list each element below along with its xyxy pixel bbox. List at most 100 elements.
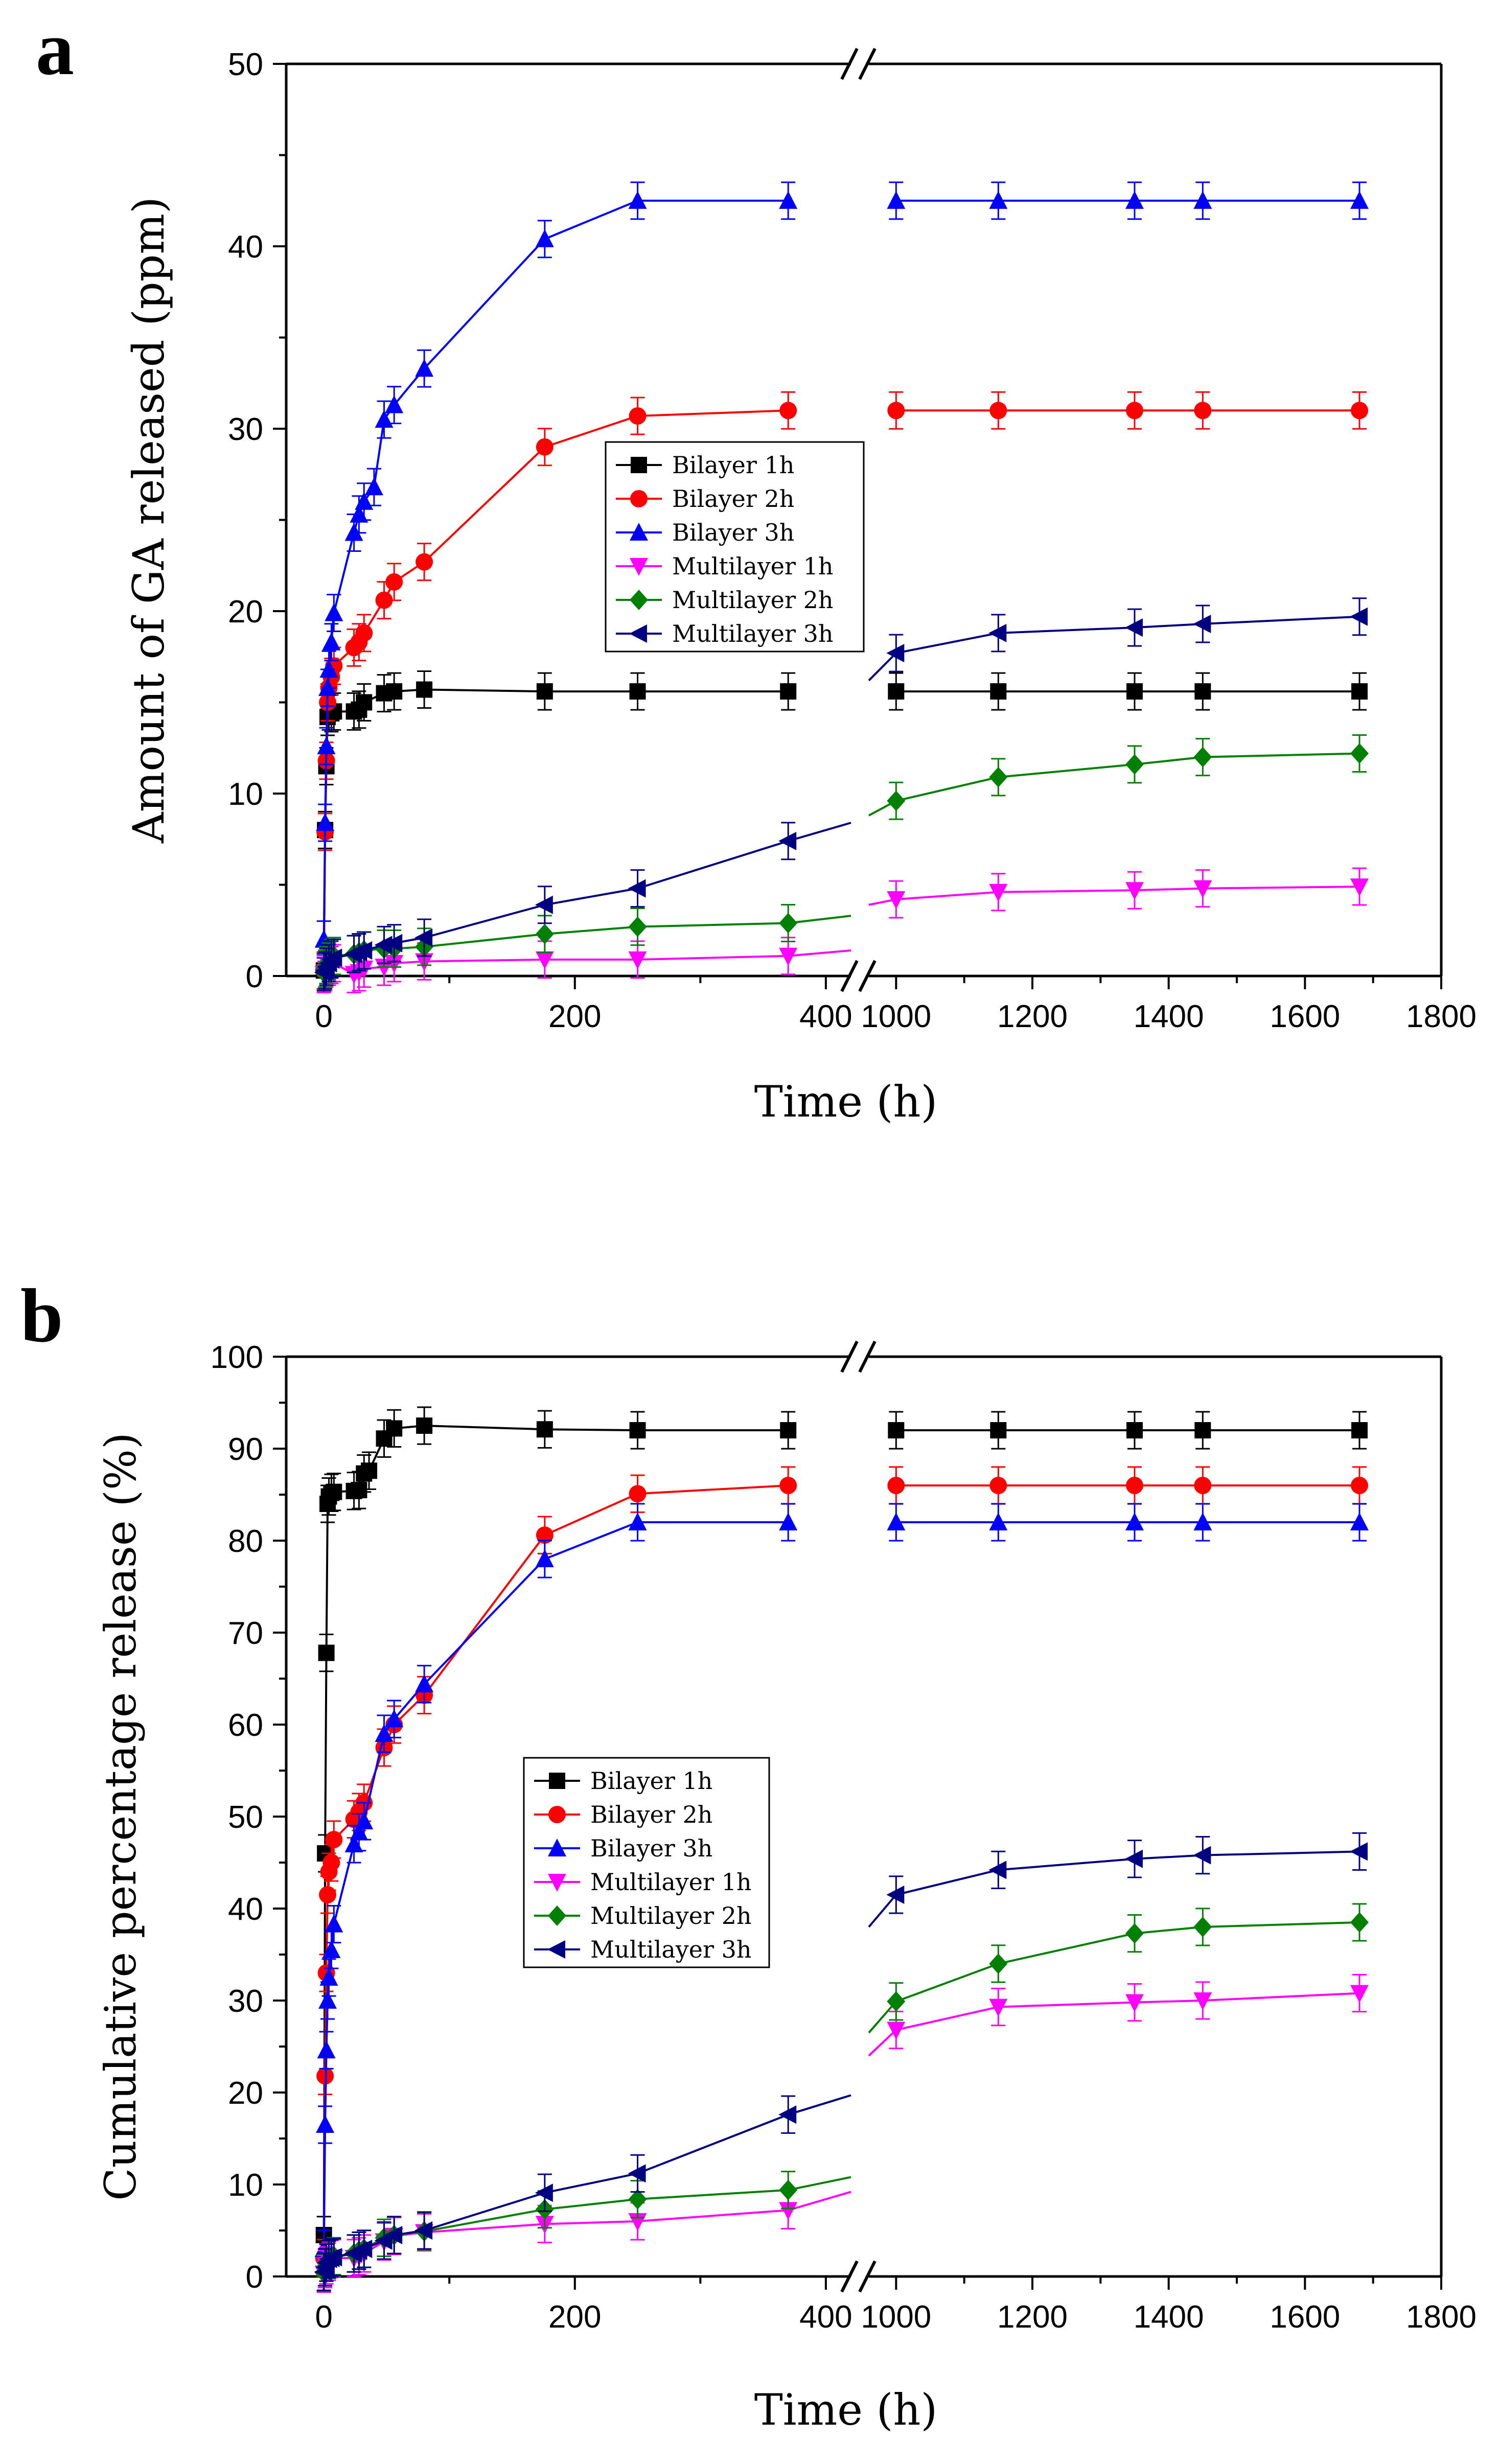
x-tick-label: 1800 [1406,999,1477,1034]
data-point [1125,754,1144,775]
y-axis-title: Amount of GA released (ppm) [124,197,174,844]
data-point [1125,618,1143,637]
data-point [1125,1923,1144,1944]
data-point [416,681,433,698]
data-point [535,923,554,944]
data-point [1351,1477,1368,1494]
data-point [316,813,335,831]
data-point [326,1483,342,1500]
data-point [385,395,404,413]
legend-item: Bilayer 3h [534,1834,712,1862]
legend-label: Multilayer 2h [672,586,834,614]
data-point [536,1421,553,1438]
legend: Bilayer 1h Bilayer 2h Bilayer 3h Multilayer… [523,1757,770,1968]
data-point [1126,1477,1143,1494]
series-line-right [868,886,1360,906]
data-point [344,523,363,541]
data-point [887,1513,906,1530]
data-point [779,947,798,966]
data-point [535,2183,553,2202]
y-tick-label: 0 [246,2260,263,2295]
data-point [354,941,373,960]
x-tick-label: 1000 [861,999,931,1034]
data-point [1194,1422,1211,1438]
data-point [990,1422,1007,1438]
series-line-left [323,822,851,973]
x-tick-label: 400 [799,999,852,1034]
data-point [989,1477,1007,1494]
data-point [628,2164,646,2183]
data-point [628,191,647,209]
data-point [886,1886,905,1904]
data-point [1351,402,1368,420]
series-bilayer-2h [315,1466,1368,2277]
data-point [318,1991,337,2009]
x-axis-title: Time (h) [754,1077,938,1127]
legend-marker [547,1940,565,1959]
data-point [384,934,403,952]
x-tick-label: 1200 [997,999,1068,1034]
legend-item: Bilayer 2h [616,485,794,513]
y-tick-label: 10 [228,777,263,812]
data-point [989,766,1008,787]
data-point [364,477,383,496]
legend-marker [548,1905,566,1926]
data-point [325,1914,343,1933]
data-point [1351,1422,1368,1438]
data-point [990,683,1007,700]
legend-item: Multilayer 2h [534,1902,752,1930]
legend-marker [630,558,648,576]
panel-label-b: b [20,1273,63,1358]
data-point [319,1968,338,1986]
bottom-break-slash-1 [840,960,859,992]
legend-marker [549,1773,565,1789]
data-point [415,359,434,377]
data-point [780,1422,797,1438]
legend-item: Multilayer 3h [616,620,834,647]
data-point [319,1886,337,1903]
data-point [1125,1849,1143,1868]
series-line-right [868,1921,1360,2034]
legend-item: Bilayer 1h [616,451,794,479]
data-point [779,402,797,420]
data-point [354,2240,373,2258]
y-tick-label: 30 [228,412,263,447]
data-point [778,2105,797,2124]
data-point [324,948,342,967]
series-bilayer-1h [315,1406,1368,2254]
data-point [318,1644,335,1661]
data-point [779,1513,798,1530]
data-point [386,683,403,700]
data-point [317,2040,336,2059]
data-point [780,683,797,700]
y-tick-label: 0 [246,959,263,994]
data-point [416,1417,433,1434]
plot-frame [285,1355,1443,2278]
data-point [316,2115,335,2133]
top-break-slash-2 [858,1340,877,1373]
data-point [386,1420,403,1437]
data-point [1194,683,1211,700]
data-point [629,683,646,700]
legend-item: Multilayer 2h [616,586,834,614]
x-tick-label: 200 [548,2299,601,2335]
top-break-slash-1 [840,48,859,80]
data-point [1125,1513,1144,1530]
data-point [385,1709,404,1728]
data-point [322,632,341,650]
x-tick-label: 1200 [997,2299,1068,2335]
data-point [535,1549,554,1567]
data-point [1193,1992,1212,2010]
data-point [989,1513,1008,1530]
legend-box [523,1757,770,1968]
x-tick-label: 1400 [1134,999,1204,1034]
data-point [886,644,905,663]
legend-label: Bilayer 2h [590,1801,712,1828]
legend-item: Bilayer 2h [534,1801,712,1828]
data-point [989,1954,1008,1974]
data-point [628,951,647,969]
x-tick-label: 1600 [1270,999,1340,1034]
data-point [629,1485,647,1503]
legend-marker [629,624,647,643]
